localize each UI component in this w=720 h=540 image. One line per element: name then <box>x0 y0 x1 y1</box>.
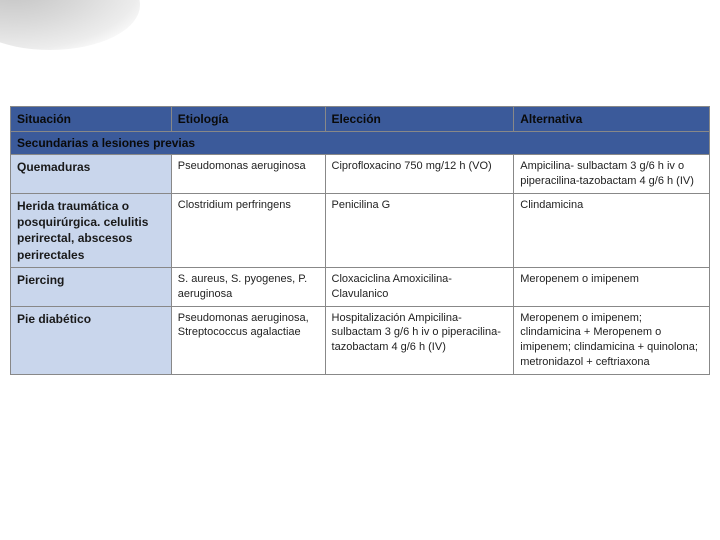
cell-etiologia: Clostridium perfringens <box>171 194 325 268</box>
cell-eleccion: Hospitalización Ampicilina- sulbactam 3 … <box>325 306 514 374</box>
cell-situacion: Quemaduras <box>11 155 172 194</box>
table-row: Piercing S. aureus, S. pyogenes, P. aeru… <box>11 267 710 306</box>
cell-alternativa: Meropenem o imipenem <box>514 267 710 306</box>
section-row: Secundarias a lesiones previas <box>11 132 710 155</box>
cell-eleccion: Cloxaciclina Amoxicilina-Clavulanico <box>325 267 514 306</box>
section-title: Secundarias a lesiones previas <box>11 132 710 155</box>
header-situacion: Situación <box>11 107 172 132</box>
cell-etiologia: S. aureus, S. pyogenes, P. aeruginosa <box>171 267 325 306</box>
header-row: Situación Etiología Elección Alternativa <box>11 107 710 132</box>
corner-decoration <box>0 0 140 50</box>
medical-table: Situación Etiología Elección Alternativa… <box>10 106 710 375</box>
table-row: Pie diabético Pseudomonas aeruginosa, St… <box>11 306 710 374</box>
cell-situacion: Pie diabético <box>11 306 172 374</box>
table-row: Quemaduras Pseudomonas aeruginosa Ciprof… <box>11 155 710 194</box>
cell-situacion: Herida traumática o posquirúrgica. celul… <box>11 194 172 268</box>
cell-alternativa: Clindamicina <box>514 194 710 268</box>
cell-etiologia: Pseudomonas aeruginosa <box>171 155 325 194</box>
table-container: Situación Etiología Elección Alternativa… <box>10 106 710 375</box>
cell-eleccion: Ciprofloxacino 750 mg/12 h (VO) <box>325 155 514 194</box>
table-row: Herida traumática o posquirúrgica. celul… <box>11 194 710 268</box>
cell-alternativa: Ampicilina- sulbactam 3 g/6 h iv o piper… <box>514 155 710 194</box>
header-etiologia: Etiología <box>171 107 325 132</box>
cell-alternativa: Meropenem o imipenem; clindamicina + Mer… <box>514 306 710 374</box>
cell-eleccion: Penicilina G <box>325 194 514 268</box>
cell-etiologia: Pseudomonas aeruginosa, Streptococcus ag… <box>171 306 325 374</box>
header-eleccion: Elección <box>325 107 514 132</box>
cell-situacion: Piercing <box>11 267 172 306</box>
header-alternativa: Alternativa <box>514 107 710 132</box>
